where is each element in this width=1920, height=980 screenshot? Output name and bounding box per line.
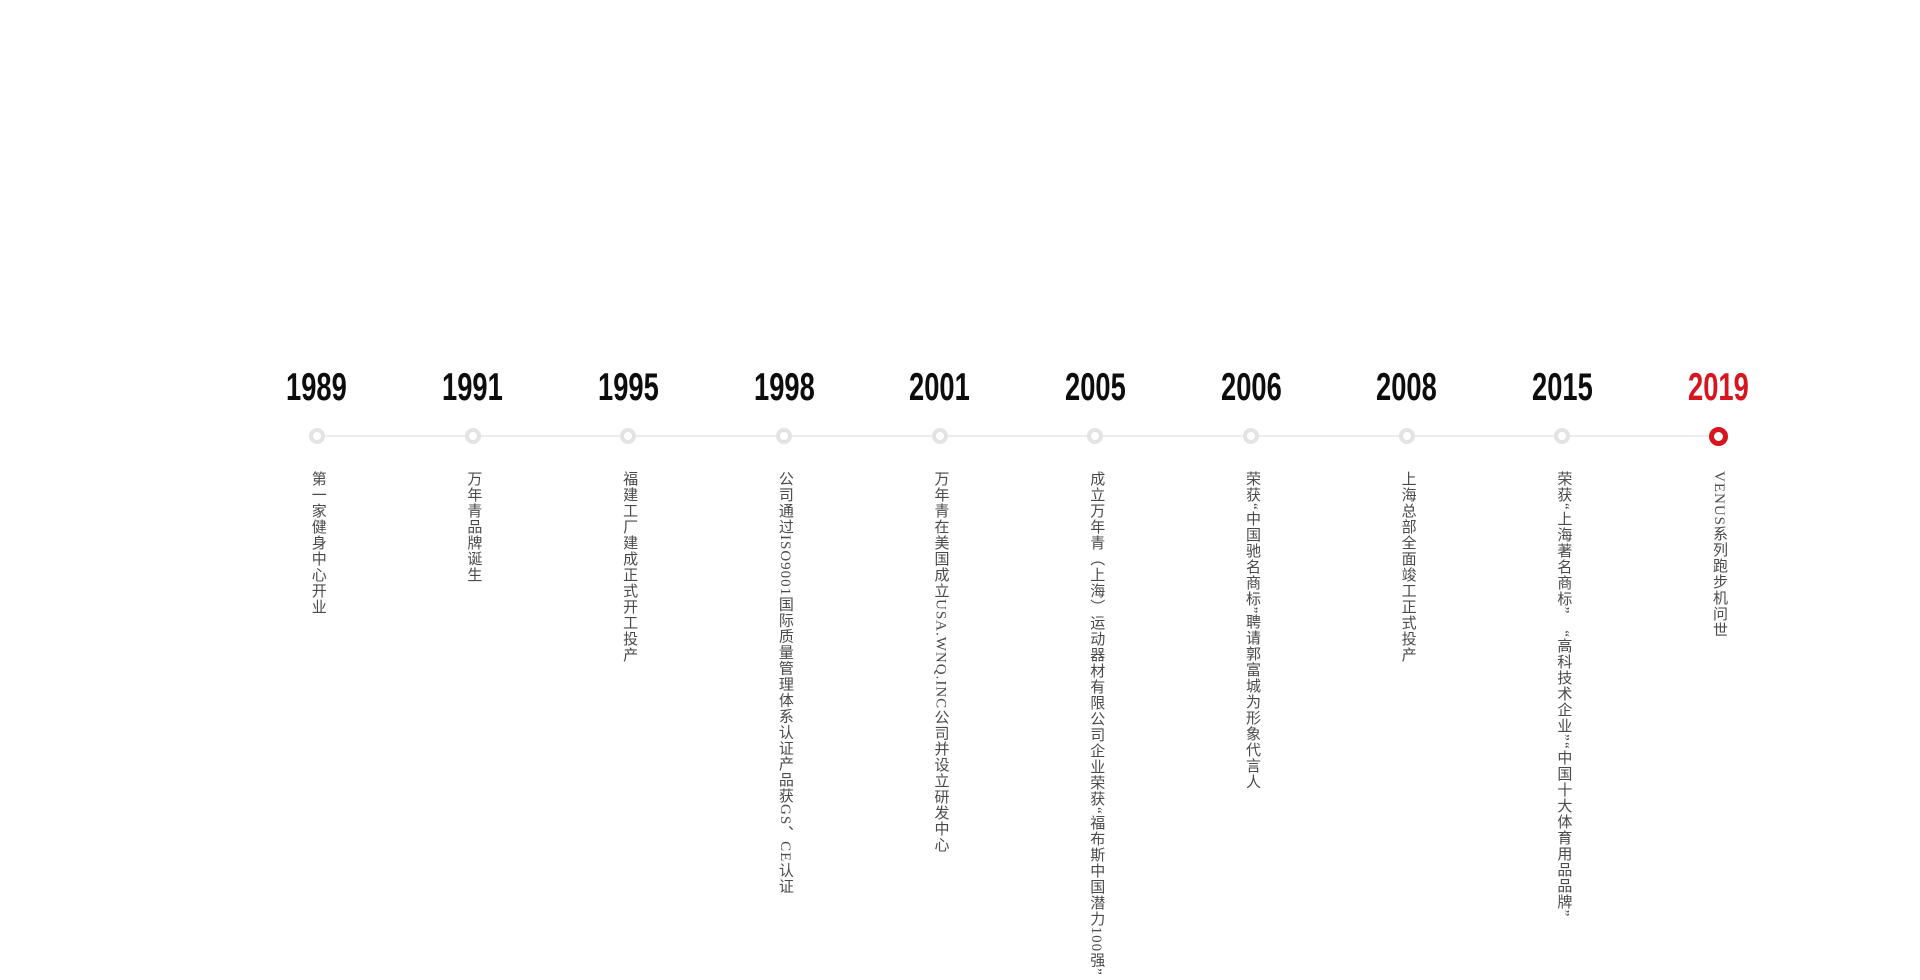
timeline-dot-icon[interactable]: [1243, 428, 1260, 444]
event-description-line: 万年青在美国成立USA.WNQ.INC公司: [932, 471, 949, 742]
milestone-timeline: 1989 第一家健身中心开业 1991 万年青品牌诞生 1995 福建工厂建成正…: [239, 361, 1796, 976]
timeline-event: 2015 荣获“上海著名商标” “高科技术企业” “中国十大体育用品品牌”: [1485, 361, 1641, 917]
event-dot-wrap: [1708, 407, 1728, 465]
event-description: 荣获“上海著名商标” “高科技术企业” “中国十大体育用品品牌”: [1549, 471, 1577, 917]
timeline-dot-icon[interactable]: [464, 428, 481, 444]
event-dot-wrap: [1398, 407, 1415, 465]
event-description-line: “中国十大体育用品品牌”: [1555, 741, 1572, 917]
event-year: 2005: [1052, 361, 1139, 407]
event-description: 公司通过ISO9001国际质量管理体系认证 产品获GS、CE认证: [770, 471, 798, 895]
event-description-line: 并设立研发中心: [932, 741, 949, 854]
event-description: 福建工厂建成正式开工投产: [614, 471, 642, 816]
event-description-line: 公司通过ISO9001国际质量管理体系认证: [776, 471, 793, 757]
event-description-line: VENUS系列跑步机问世: [1711, 471, 1728, 639]
event-description-line: 上海总部全面竣工正式投产: [1399, 471, 1416, 663]
timeline-event: 2006 荣获“中国驰名商标” 聘请郭富城为形象代言人: [1173, 361, 1329, 816]
event-description: 第一家健身中心开业: [303, 471, 331, 816]
timeline-event: 2008 上海总部全面竣工正式投产: [1329, 361, 1485, 816]
event-dot-wrap: [464, 407, 481, 465]
event-year: 2006: [1208, 361, 1295, 407]
event-year-label: 2005: [1064, 366, 1126, 409]
event-dot-wrap: [1554, 407, 1571, 465]
timeline-event: 2001 万年青在美国成立USA.WNQ.INC公司 并设立研发中心: [862, 361, 1018, 853]
timeline-connector-line: [317, 435, 1718, 437]
event-year-label: 2008: [1376, 366, 1438, 409]
event-description: 万年青在美国成立USA.WNQ.INC公司 并设立研发中心: [926, 471, 954, 853]
event-dot-wrap: [775, 407, 792, 465]
event-description-line: 产品获GS、CE认证: [776, 756, 793, 895]
event-description-line: 第一家健身中心开业: [309, 471, 326, 615]
timeline-event: 2005 成立万年青（上海）运动器材有限公司 企业荣获“福布斯中国潜力100强”: [1018, 361, 1174, 976]
event-year: 2001: [896, 361, 983, 407]
timeline-dot-icon[interactable]: [308, 428, 325, 444]
event-dot-wrap: [308, 407, 325, 465]
event-year: 2008: [1363, 361, 1450, 407]
event-description: VENUS系列跑步机问世: [1704, 471, 1732, 816]
timeline-event: 1991 万年青品牌诞生: [395, 361, 551, 816]
event-description-line: 聘请郭富城为形象代言人: [1243, 614, 1260, 791]
event-description-line: 企业荣获“福布斯中国潜力100强”: [1088, 743, 1105, 976]
event-year-label: 1991: [442, 366, 503, 409]
timeline-event: 1998 公司通过ISO9001国际质量管理体系认证 产品获GS、CE认证: [706, 361, 862, 895]
event-dot-wrap: [931, 407, 948, 465]
timeline-dot-icon[interactable]: [1087, 428, 1104, 444]
event-dot-wrap: [1243, 407, 1260, 465]
event-description: 成立万年青（上海）运动器材有限公司 企业荣获“福布斯中国潜力100强”: [1081, 471, 1109, 976]
event-year-label: 2015: [1532, 366, 1593, 409]
event-year: 1995: [585, 361, 672, 407]
timeline-dot-icon[interactable]: [620, 428, 637, 444]
event-year-label: 1998: [753, 366, 815, 409]
event-year: 2019: [1675, 361, 1762, 407]
event-description-line: 荣获“上海著名商标” “高科技术企业”: [1555, 471, 1572, 742]
event-year: 1998: [741, 361, 828, 407]
event-description: 荣获“中国驰名商标” 聘请郭富城为形象代言人: [1237, 471, 1265, 816]
event-year: 1991: [429, 361, 516, 407]
timeline-event: 2019 VENUS系列跑步机问世: [1640, 361, 1796, 816]
timeline-dot-icon[interactable]: [1708, 426, 1728, 446]
event-description: 万年青品牌诞生: [459, 471, 487, 816]
timeline-dot-icon[interactable]: [931, 428, 948, 444]
event-description-line: 荣获“中国驰名商标”: [1243, 471, 1260, 615]
event-description-line: 福建工厂建成正式开工投产: [621, 471, 638, 663]
event-dot-wrap: [620, 407, 637, 465]
event-year: 1989: [273, 361, 360, 407]
event-year-label: 1989: [286, 366, 348, 409]
event-year: 2015: [1519, 361, 1606, 407]
event-description-line: 万年青品牌诞生: [465, 471, 482, 583]
event-year-label: 1995: [597, 366, 659, 409]
event-dot-wrap: [1087, 407, 1104, 465]
timeline-event: 1989 第一家健身中心开业: [239, 361, 395, 816]
timeline-event: 1995 福建工厂建成正式开工投产: [550, 361, 706, 816]
timeline-dot-icon[interactable]: [775, 428, 792, 444]
event-description: 上海总部全面竣工正式投产: [1393, 471, 1421, 816]
event-year-label: 2006: [1220, 366, 1282, 409]
event-description-line: 成立万年青（上海）运动器材有限公司: [1088, 471, 1105, 743]
timeline-dot-icon[interactable]: [1398, 428, 1415, 444]
timeline-dot-icon[interactable]: [1554, 428, 1571, 444]
event-year-label: 2001: [909, 366, 971, 409]
event-year-label: 2019: [1687, 366, 1749, 409]
